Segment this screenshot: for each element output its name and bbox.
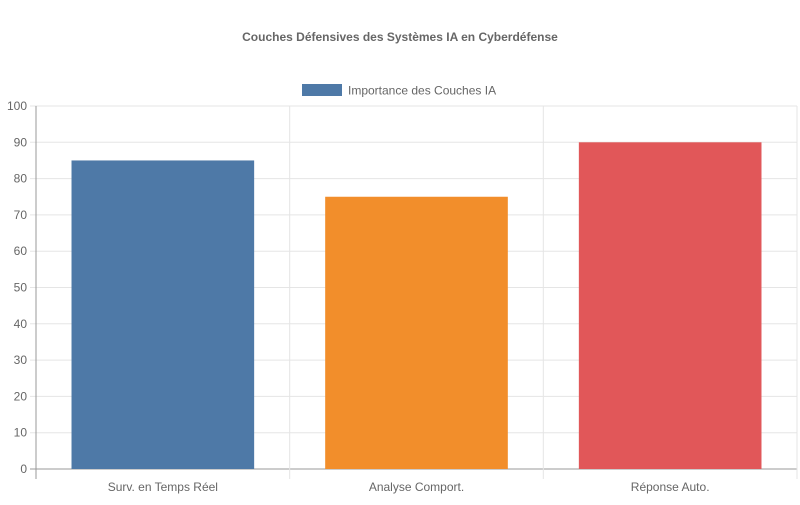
axes: 0 10 20 30 40 50 60 70 80 90 100 Surv. en Temps Rée… xyxy=(7,99,710,494)
bar-3 xyxy=(578,142,762,470)
y-tick-label: 70 xyxy=(14,208,28,222)
y-tick-label: 100 xyxy=(7,99,27,113)
legend-label: Importance des Couches IA xyxy=(348,84,496,98)
y-tick-label: 80 xyxy=(14,172,28,186)
y-tick-label: 50 xyxy=(14,281,28,295)
x-tick-label: Réponse Auto. xyxy=(631,480,710,494)
chart-title: Couches Défensives des Systèmes IA en Cy… xyxy=(242,30,558,44)
legend[interactable]: Importance des Couches IA xyxy=(302,84,496,98)
y-tick-label: 40 xyxy=(14,317,28,331)
bar-2 xyxy=(325,196,508,469)
legend-swatch xyxy=(302,84,342,96)
y-tick-label: 90 xyxy=(14,135,28,149)
x-tick-label: Analyse Comport. xyxy=(369,480,464,494)
y-tick-label: 10 xyxy=(14,426,28,440)
y-tick-label: 20 xyxy=(14,389,28,403)
bar-1 xyxy=(71,160,255,469)
y-tick-label: 0 xyxy=(20,462,27,476)
x-tick-label: Surv. en Temps Réel xyxy=(108,480,218,494)
y-tick-label: 60 xyxy=(14,244,28,258)
bars xyxy=(71,142,762,470)
y-tick-label: 30 xyxy=(14,353,28,367)
